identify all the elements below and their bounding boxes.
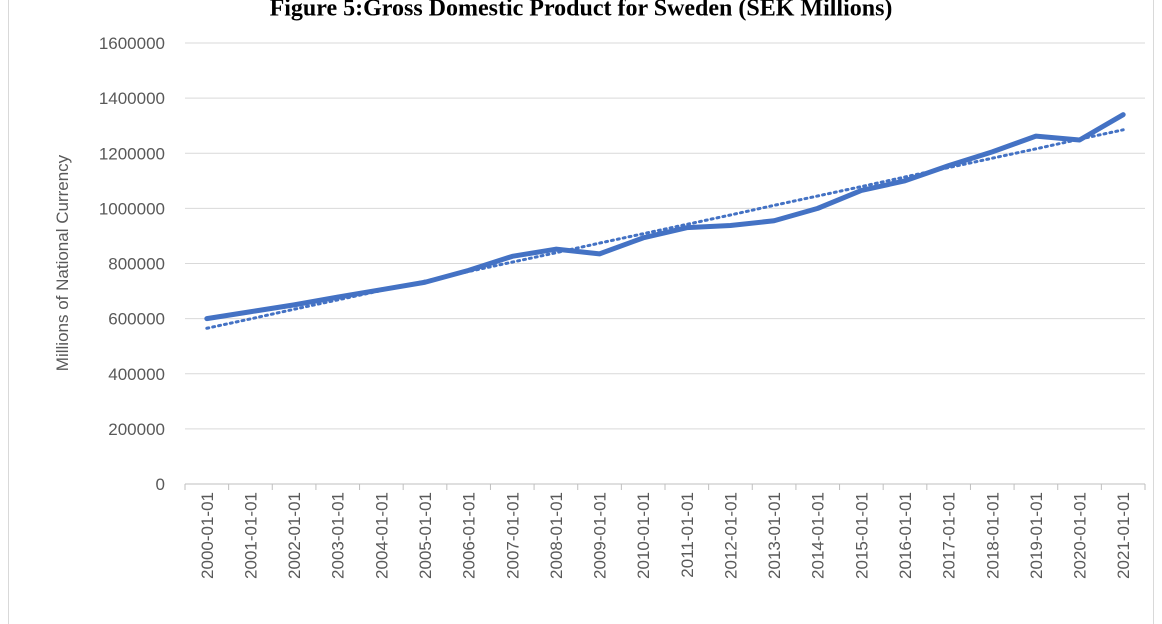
x-tick-label: 2000-01-01 (198, 492, 217, 579)
x-tick-label: 2008-01-01 (547, 492, 566, 579)
y-tick-label: 800000 (108, 255, 165, 274)
chart-title: Figure 5:Gross Domestic Product for Swed… (270, 0, 893, 22)
x-tick-label: 2011-01-01 (678, 492, 697, 578)
x-tick-label: 2016-01-01 (896, 492, 915, 579)
x-tick-label: 2018-01-01 (983, 492, 1002, 579)
y-tick-label: 1600000 (99, 34, 165, 53)
x-tick-label: 2010-01-01 (634, 492, 653, 579)
y-tick-label: 1000000 (99, 199, 165, 218)
y-tick-label: 1400000 (99, 89, 165, 108)
x-tick-label: 2003-01-01 (329, 492, 348, 579)
x-tick-label: 2020-01-01 (1071, 492, 1090, 579)
x-tick-label: 2019-01-01 (1027, 492, 1046, 579)
x-tick-label: 2009-01-01 (591, 492, 610, 579)
y-tick-label: 400000 (108, 365, 165, 384)
x-tick-label: 2021-01-01 (1114, 492, 1133, 579)
chart-frame (8, 0, 1154, 624)
y-tick-label: 600000 (108, 310, 165, 329)
x-tick-label: 2007-01-01 (503, 492, 522, 579)
x-tick-label: 2001-01-01 (241, 492, 260, 579)
y-tick-label: 200000 (108, 420, 165, 439)
x-tick-label: 2006-01-01 (460, 492, 479, 579)
x-tick-label: 2002-01-01 (285, 492, 304, 579)
x-tick-label: 2015-01-01 (852, 492, 871, 579)
x-tick-label: 2013-01-01 (765, 492, 784, 579)
y-axis-label: Millions of National Currency (53, 154, 72, 371)
x-tick-label: 2012-01-01 (721, 492, 740, 579)
x-tick-label: 2004-01-01 (372, 492, 391, 579)
y-tick-label: 1200000 (99, 144, 165, 163)
line (204, 112, 1126, 322)
x-tick-label: 2005-01-01 (416, 492, 435, 579)
x-tick-label: 2017-01-01 (940, 492, 959, 579)
x-tick-label: 2014-01-01 (809, 492, 828, 579)
y-tick-label: 0 (156, 475, 165, 494)
